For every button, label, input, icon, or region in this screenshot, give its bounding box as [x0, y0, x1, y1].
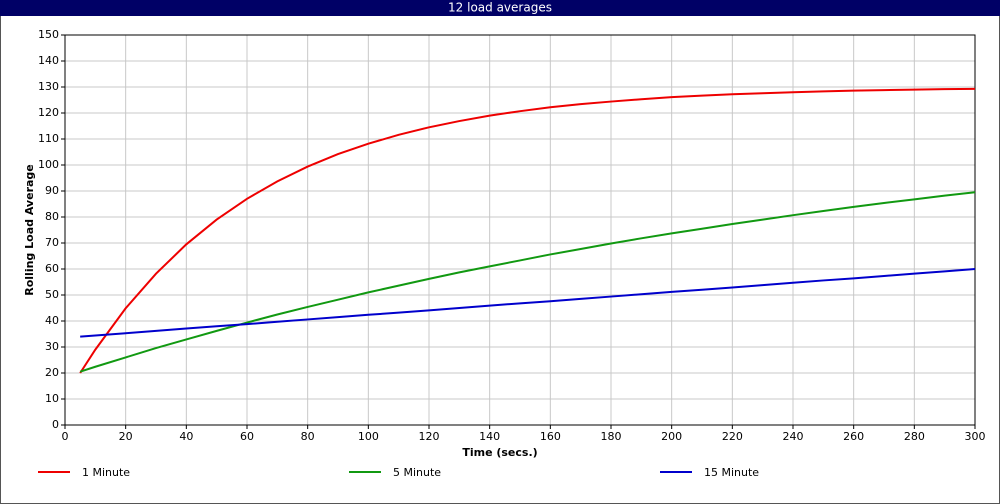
y-tick-label: 10: [45, 392, 59, 405]
title-bar: [0, 0, 1000, 16]
y-tick-label: 80: [45, 210, 59, 223]
x-tick-label: 60: [240, 430, 254, 443]
x-tick-label: 180: [601, 430, 622, 443]
y-tick-label: 130: [38, 80, 59, 93]
y-tick-label: 150: [38, 28, 59, 41]
x-tick-label: 200: [661, 430, 682, 443]
x-tick-label: 280: [904, 430, 925, 443]
y-tick-label: 110: [38, 132, 59, 145]
y-tick-label: 20: [45, 366, 59, 379]
x-tick-label: 140: [479, 430, 500, 443]
y-tick-label: 90: [45, 184, 59, 197]
y-tick-label: 40: [45, 314, 59, 327]
x-tick-label: 20: [119, 430, 133, 443]
y-tick-label: 0: [52, 418, 59, 431]
y-tick-label: 30: [45, 340, 59, 353]
legend-label: 5 Minute: [393, 466, 441, 479]
y-tick-label: 100: [38, 158, 59, 171]
x-tick-label: 40: [179, 430, 193, 443]
legend-label: 1 Minute: [82, 466, 130, 479]
y-tick-label: 120: [38, 106, 59, 119]
series-line: [80, 268, 976, 338]
y-tick-label: 70: [45, 236, 59, 249]
x-tick-label: 160: [540, 430, 561, 443]
y-tick-label: 140: [38, 54, 59, 67]
y-tick-label: 60: [45, 262, 59, 275]
legend-label: 15 Minute: [704, 466, 759, 479]
x-tick-label: 0: [62, 430, 69, 443]
series-line: [79, 87, 976, 374]
x-tick-label: 120: [419, 430, 440, 443]
x-axis-label: Time (secs.): [462, 446, 537, 459]
x-tick-label: 100: [358, 430, 379, 443]
x-tick-label: 300: [965, 430, 986, 443]
y-tick-label: 50: [45, 288, 59, 301]
x-tick-label: 260: [843, 430, 864, 443]
series-line: [79, 191, 976, 373]
y-axis-label: Rolling Load Average: [23, 164, 36, 296]
plot-border: [64, 34, 976, 426]
x-tick-label: 240: [783, 430, 804, 443]
x-tick-label: 220: [722, 430, 743, 443]
chart-title: 12 load averages: [448, 1, 552, 15]
x-tick-label: 80: [301, 430, 315, 443]
